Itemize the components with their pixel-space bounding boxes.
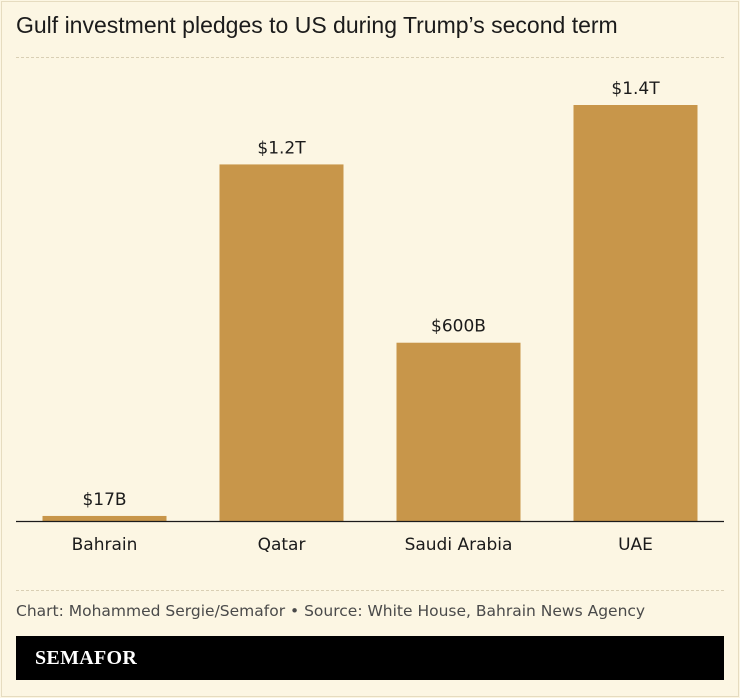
bar-uae: [573, 105, 698, 521]
data-label-saudi-arabia: $600B: [431, 317, 486, 337]
bar-bahrain: [42, 515, 167, 521]
category-label-bahrain: Bahrain: [72, 535, 138, 555]
data-label-uae: $1.4T: [611, 79, 660, 99]
data-label-bahrain: $17B: [82, 490, 126, 510]
footer-divider: [16, 590, 724, 591]
semafor-logo: SEMAFOR: [35, 647, 138, 669]
category-label-uae: UAE: [618, 535, 653, 555]
brand-bar: SEMAFOR: [16, 636, 724, 680]
category-label-qatar: Qatar: [258, 535, 306, 555]
chart-title: Gulf investment pledges to US during Tru…: [16, 12, 618, 38]
title-divider: [16, 57, 724, 58]
category-label-saudi-arabia: Saudi Arabia: [405, 535, 513, 555]
chart-source: Chart: Mohammed Sergie/Semafor • Source:…: [16, 602, 646, 620]
bar-chart: $17B Bahrain $1.2T Qatar $600B Saudi Arabia $1…: [16, 79, 724, 555]
data-label-qatar: $1.2T: [257, 138, 306, 158]
bar-qatar: [219, 164, 344, 521]
bar-saudi-arabia: [396, 342, 521, 521]
